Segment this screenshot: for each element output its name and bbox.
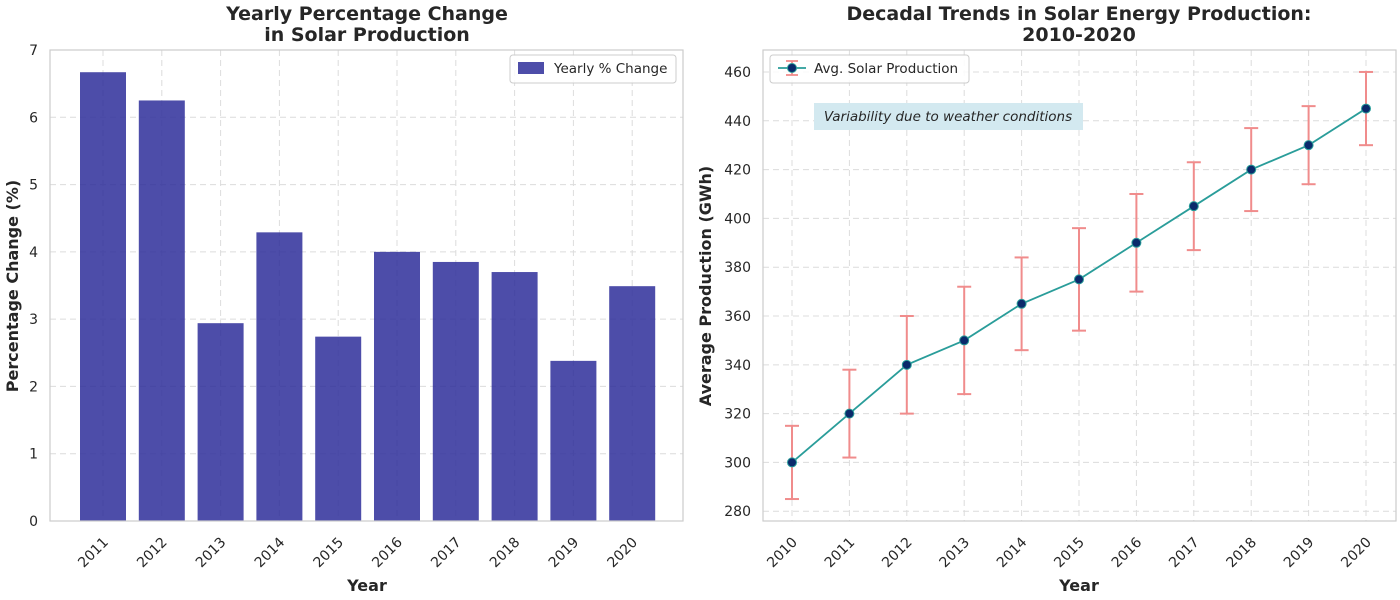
line-chart-y-tick-label: 320 <box>724 407 751 423</box>
bar-chart-x-tick-label: 2015 <box>311 535 348 572</box>
bar-chart-y-tick-label: 5 <box>29 178 38 194</box>
line-chart-y-tick-label: 280 <box>724 504 751 520</box>
line-chart-annotation-box <box>814 103 1083 130</box>
line-chart-y-tick-label: 340 <box>724 358 751 374</box>
line-chart-annotation-text: Variability due to weather conditions <box>824 109 1072 125</box>
bar-chart-y-tick-label: 1 <box>29 447 38 463</box>
line-chart-panel: Decadal Trends in Solar Energy Productio… <box>696 3 1397 595</box>
bar-chart-bar <box>315 336 362 521</box>
line-chart-x-tick-label: 2014 <box>994 534 1031 571</box>
bar-chart-bar <box>374 251 420 521</box>
bar-chart-x-tick-label: 2013 <box>193 535 230 572</box>
bar-chart-legend: Yearly % Change <box>509 54 677 84</box>
line-chart-y-tick-label: 400 <box>724 211 751 227</box>
line-chart-point <box>844 408 855 419</box>
bar-chart-frame <box>49 49 684 522</box>
line-chart-x-tick-label: 2010 <box>764 535 801 572</box>
line-chart-x-tick-label: 2015 <box>1051 535 1088 572</box>
bar-chart-panel: Yearly Percentage Change in Solar Produc… <box>3 3 684 595</box>
bar-chart-bar <box>491 272 538 521</box>
bar-chart-x-tick-label: 2012 <box>134 535 171 572</box>
line-chart-point <box>959 335 970 346</box>
line-chart-x-ticks: 2010 2011 2012 2013 2014 2015 2016 2017 2018 2019… <box>764 534 1375 571</box>
line-chart-title-line-2: 2010-2020 <box>1022 24 1136 46</box>
bar-chart-y-ticks: 0 1 2 3 4 5 6 7 <box>29 43 38 530</box>
line-chart-point <box>1361 103 1371 114</box>
bar-chart-x-tick-label: 2019 <box>546 535 583 572</box>
bar-chart-y-tick-label: 7 <box>29 43 38 59</box>
bar-chart-legend-swatch <box>518 62 544 74</box>
bar-chart-x-tick-label: 2011 <box>75 535 112 572</box>
line-chart-legend-marker <box>787 63 797 73</box>
line-chart-point <box>901 359 912 370</box>
line-chart-markers <box>787 103 1371 468</box>
bar-chart-title-line-1: Yearly Percentage Change <box>225 3 508 25</box>
line-chart-point <box>1303 140 1314 151</box>
line-chart-y-ticks: 280 300 320 340 360 380 400 420 440 460 <box>724 65 751 520</box>
line-chart-point <box>1016 298 1027 309</box>
bar-chart-x-axis-label: Year <box>346 576 387 595</box>
line-chart-point <box>787 457 797 468</box>
bar-chart-x-ticks: 2011 2012 2013 2014 2015 2016 2017 2018 2019 2020 <box>75 534 641 571</box>
bar-chart-bar <box>197 323 244 521</box>
line-chart-y-tick-label: 300 <box>724 455 751 471</box>
bar-chart-legend-box <box>509 54 677 84</box>
bar-chart-y-axis-label: Percentage Change (%) <box>3 180 22 392</box>
line-chart-point <box>1074 274 1084 285</box>
line-chart-title-line-1: Decadal Trends in Solar Energy Productio… <box>846 3 1311 25</box>
bar-chart-bar <box>256 232 303 521</box>
line-chart-legend: Avg. Solar Production <box>769 54 970 84</box>
line-chart-point <box>1131 237 1142 248</box>
bar-chart-y-tick-label: 6 <box>29 110 38 126</box>
line-chart-y-tick-label: 440 <box>724 114 751 130</box>
bar-chart-x-tick-label: 2018 <box>487 535 524 572</box>
bar-chart-x-tick-label: 2017 <box>428 535 465 572</box>
bar-chart-y-tick-label: 4 <box>29 245 38 261</box>
line-chart-x-tick-label: 2020 <box>1338 535 1375 572</box>
bar-chart-legend-label: Yearly % Change <box>553 61 667 77</box>
bar-chart-bars <box>80 72 656 521</box>
bar-chart-x-tick-label: 2014 <box>252 534 289 571</box>
bar-chart-bar <box>80 72 126 521</box>
line-chart-x-tick-label: 2019 <box>1281 535 1318 572</box>
line-chart-y-tick-label: 380 <box>724 260 751 276</box>
line-chart-x-tick-label: 2011 <box>822 535 859 572</box>
line-chart-y-tick-label: 420 <box>724 163 751 179</box>
line-chart-frame <box>762 49 1397 522</box>
line-chart-y-tick-label: 360 <box>724 309 751 325</box>
line-chart-x-tick-label: 2012 <box>879 535 916 572</box>
bar-chart-title-line-2: in Solar Production <box>264 24 470 46</box>
line-chart-point <box>1188 201 1199 212</box>
line-chart-x-tick-label: 2017 <box>1166 535 1203 572</box>
bar-chart-bar <box>550 360 597 521</box>
bar-chart-bar <box>138 100 185 521</box>
line-chart-y-axis-label: Average Production (GWh) <box>696 166 715 406</box>
line-chart-x-tick-label: 2016 <box>1109 534 1146 571</box>
bar-chart-bar <box>432 261 479 521</box>
bar-chart-bar <box>609 286 656 521</box>
bar-chart-x-tick-label: 2016 <box>369 534 406 571</box>
line-chart-x-tick-label: 2018 <box>1224 535 1261 572</box>
bar-chart-y-tick-label: 3 <box>29 312 38 328</box>
line-chart-y-tick-label: 460 <box>724 65 751 81</box>
bar-chart-y-tick-label: 0 <box>29 514 38 530</box>
line-chart-legend-box <box>769 54 970 84</box>
line-chart-x-tick-label: 2013 <box>937 535 974 572</box>
line-chart-legend-label: Avg. Solar Production <box>814 61 958 77</box>
line-chart-point <box>1246 164 1257 175</box>
line-chart-x-axis-label: Year <box>1058 576 1099 595</box>
bar-chart-y-tick-label: 2 <box>29 379 38 395</box>
bar-chart-x-tick-label: 2020 <box>605 535 642 572</box>
line-chart-annotation: Variability due to weather conditions <box>814 103 1083 130</box>
